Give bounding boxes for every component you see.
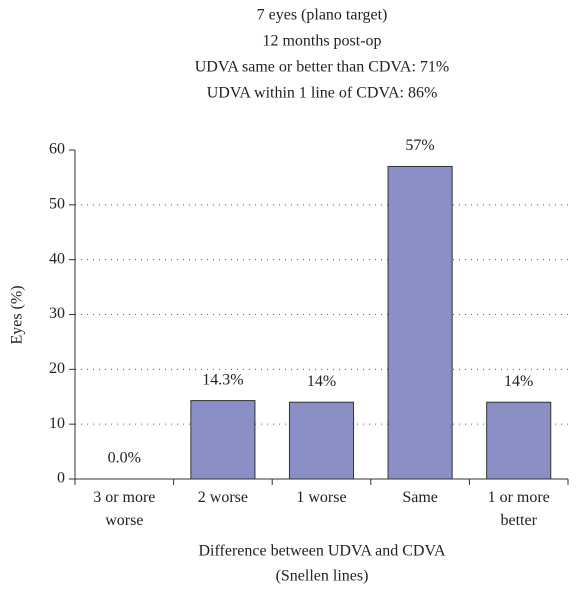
value-label: 0.0% xyxy=(108,450,141,467)
title-line: UDVA same or better than CDVA: 71% xyxy=(195,59,450,76)
y-tick-label: 0 xyxy=(57,470,65,487)
y-tick-label: 10 xyxy=(49,415,65,432)
x-tick-label: Same xyxy=(402,489,438,506)
y-tick-label: 40 xyxy=(49,250,65,267)
bar xyxy=(190,400,256,480)
value-label: 14.3% xyxy=(202,371,243,388)
y-tick-label: 30 xyxy=(49,305,65,322)
title-line: 12 months post-op xyxy=(262,33,381,50)
x-tick-label: 1 or more better xyxy=(487,489,550,529)
bar xyxy=(486,401,552,480)
title-line: 7 eyes (plano target) xyxy=(257,7,388,24)
y-tick-label: 50 xyxy=(49,196,65,213)
title-line: UDVA within 1 line of CDVA: 86% xyxy=(207,85,438,102)
value-label: 14% xyxy=(307,373,336,390)
bar xyxy=(288,401,355,480)
value-label: 57% xyxy=(405,137,434,154)
x-axis-title: Difference between UDVA and CDVA xyxy=(198,543,446,560)
y-tick-label: 20 xyxy=(49,360,65,377)
y-tick-label: 60 xyxy=(49,141,65,158)
y-axis-title: Eyes (%) xyxy=(9,285,26,344)
x-tick-label: 2 worse xyxy=(197,489,248,506)
bar xyxy=(387,165,453,480)
value-label: 14% xyxy=(504,373,533,390)
x-tick-label: 3 or more worse xyxy=(93,489,156,529)
x-tick-label: 1 worse xyxy=(296,489,347,506)
x-axis-title: (Snellen lines) xyxy=(276,568,369,585)
